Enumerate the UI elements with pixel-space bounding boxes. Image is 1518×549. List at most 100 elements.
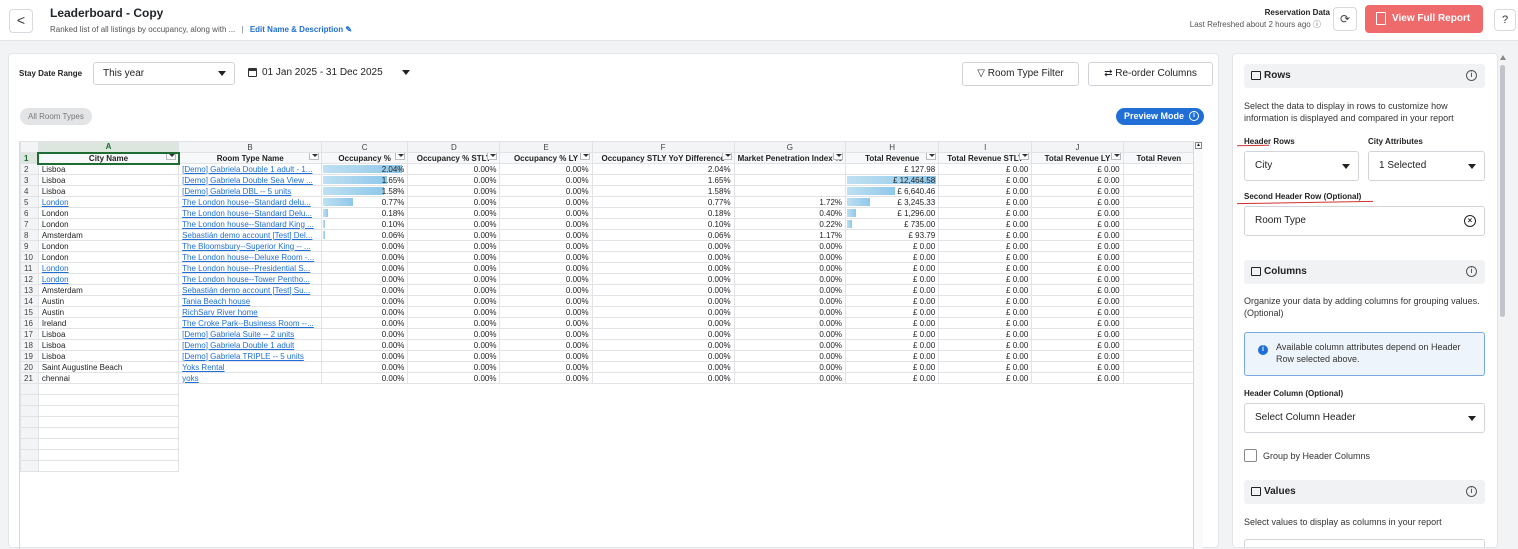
side-scrollbar[interactable] [1499,53,1507,548]
yoy-cell[interactable]: 0.00% [591,306,735,318]
values-select[interactable] [1244,539,1485,547]
row-number[interactable]: 10 [20,251,39,263]
row-number[interactable]: 18 [20,339,39,351]
row-number[interactable]: 20 [20,361,39,373]
filter-dropdown-icon[interactable] [487,153,498,160]
filter-dropdown-icon[interactable] [165,154,176,160]
city-cell[interactable]: Austin [37,295,180,307]
filter-dropdown-icon[interactable] [395,153,406,160]
yoy-cell[interactable]: 0.00% [591,350,735,362]
column-header[interactable]: Room Type Name [178,152,322,164]
ly-cell[interactable]: 0.00% [499,251,593,263]
occ-cell[interactable]: 0.00% [320,240,409,252]
room-type-link[interactable]: yoks [178,372,322,384]
stly-cell[interactable]: 0.00% [407,218,501,230]
mpi-cell[interactable]: 0.40% [733,207,847,219]
rev-cell[interactable]: £ 127.98 [845,163,940,175]
occ-cell[interactable]: 0.00% [320,350,409,362]
row-number[interactable]: 7 [20,218,39,230]
column-letter[interactable] [1122,141,1195,153]
rly-cell[interactable]: £ 0.00 [1031,207,1124,219]
yoy-cell[interactable]: 0.00% [591,339,735,351]
rly-cell[interactable]: £ 0.00 [1031,251,1124,263]
city-cell[interactable]: Lisboa [37,185,180,197]
room-type-link[interactable]: [Demo] Gabriela Double 1 adult - 1... [178,163,322,175]
mpi-cell[interactable]: 0.00% [733,295,847,307]
empty-cell[interactable] [1122,273,1195,285]
column-header[interactable]: Total Revenue [845,152,940,164]
empty-cell[interactable] [1122,295,1195,307]
city-cell[interactable]: London [37,218,180,230]
stly-cell[interactable]: 0.00% [407,196,501,208]
empty-cell[interactable] [1122,262,1195,274]
sheet-scrollbar[interactable]: ▲ [1193,141,1203,549]
rstly-cell[interactable]: £ 0.00 [938,229,1033,241]
column-header[interactable]: City Name [37,151,180,165]
empty-cell[interactable] [1122,229,1195,241]
second-header-row-select[interactable]: Room Type × [1244,206,1485,236]
city-cell[interactable]: London [37,196,180,208]
empty-cell[interactable] [1122,207,1195,219]
stly-cell[interactable]: 0.00% [407,372,501,384]
occ-cell[interactable]: 0.00% [320,339,409,351]
stly-cell[interactable]: 0.00% [407,339,501,351]
room-type-link[interactable]: The London house--Deluxe Room -... [178,251,322,263]
rev-cell[interactable]: £ 0.00 [845,251,940,263]
empty-cell[interactable] [1122,218,1195,230]
rev-cell[interactable]: £ 0.00 [845,339,940,351]
city-cell[interactable]: Lisboa [37,174,180,186]
rly-cell[interactable]: £ 0.00 [1031,262,1124,274]
scroll-up-icon[interactable]: ▲ [1195,142,1202,149]
rly-cell[interactable]: £ 0.00 [1031,328,1124,340]
mpi-cell[interactable]: 0.00% [733,306,847,318]
mpi-cell[interactable]: 1.17% [733,229,847,241]
mpi-cell[interactable] [733,185,847,197]
yoy-cell[interactable]: 0.00% [591,273,735,285]
ly-cell[interactable]: 0.00% [499,284,593,296]
empty-cell[interactable] [1122,317,1195,329]
rly-cell[interactable]: £ 0.00 [1031,295,1124,307]
rev-cell[interactable]: £ 1,296.00 [845,207,940,219]
column-letter[interactable]: H [845,141,940,153]
rly-cell[interactable]: £ 0.00 [1031,174,1124,186]
rev-cell[interactable]: £ 735.00 [845,218,940,230]
city-cell[interactable]: London [37,262,180,274]
filter-dropdown-icon[interactable] [579,153,590,160]
rly-cell[interactable]: £ 0.00 [1031,350,1124,362]
rev-cell[interactable]: £ 0.00 [845,273,940,285]
rstly-cell[interactable]: £ 0.00 [938,328,1033,340]
stly-cell[interactable]: 0.00% [407,284,501,296]
room-type-link[interactable]: [Demo] Gabriela Double Sea View ... [178,174,322,186]
occ-cell[interactable]: 0.00% [320,361,409,373]
city-cell[interactable]: chennai [37,372,180,384]
view-full-report-button[interactable]: View Full Report [1365,5,1483,33]
empty-cell[interactable] [1122,306,1195,318]
ly-cell[interactable]: 0.00% [499,273,593,285]
date-range-picker[interactable]: 01 Jan 2025 - 31 Dec 2025 [246,62,410,85]
occ-cell[interactable]: 0.00% [320,372,409,384]
help-button[interactable]: ? [1494,9,1516,31]
info-icon[interactable]: i [1466,266,1477,277]
row-number[interactable]: 13 [20,284,39,296]
rstly-cell[interactable]: £ 0.00 [938,163,1033,175]
stly-cell[interactable]: 0.00% [407,295,501,307]
column-header[interactable]: Total Revenue STLY [938,152,1033,164]
empty-cell[interactable] [1122,251,1195,263]
empty-cell[interactable] [1122,339,1195,351]
empty-cell[interactable] [1122,361,1195,373]
stly-cell[interactable]: 0.00% [407,262,501,274]
rly-cell[interactable]: £ 0.00 [1031,284,1124,296]
yoy-cell[interactable]: 1.65% [591,174,735,186]
column-header[interactable]: Market Penetration Index % [733,152,847,164]
filter-dropdown-icon[interactable] [1019,153,1030,160]
city-cell[interactable]: Lisboa [37,328,180,340]
ly-cell[interactable]: 0.00% [499,174,593,186]
yoy-cell[interactable]: 0.18% [591,207,735,219]
room-type-link[interactable]: Tania Beach house [178,295,322,307]
room-type-link[interactable]: The London house--Presidential S... [178,262,322,274]
filter-dropdown-icon[interactable] [721,153,732,160]
rstly-cell[interactable]: £ 0.00 [938,207,1033,219]
room-type-link[interactable]: Yoks Rental [178,361,322,373]
rstly-cell[interactable]: £ 0.00 [938,196,1033,208]
